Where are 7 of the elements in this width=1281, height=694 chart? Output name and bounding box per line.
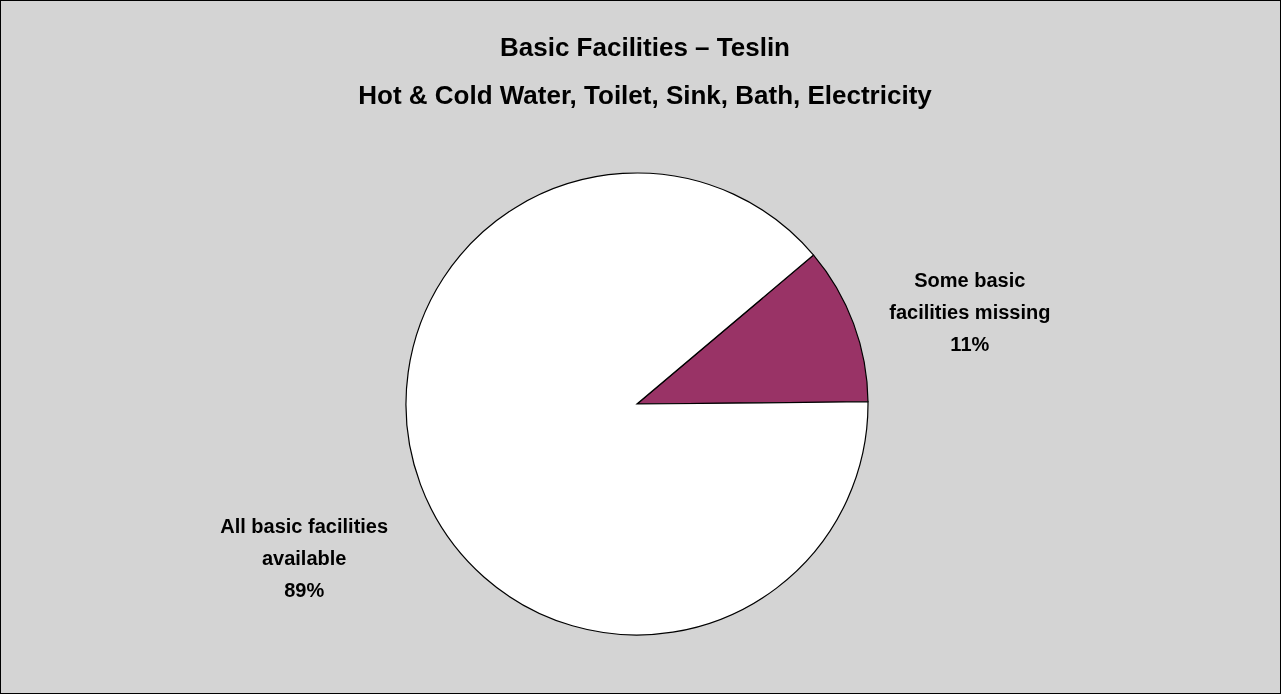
- data-label: 89%: [284, 579, 325, 602]
- pie-slice: [405, 172, 869, 636]
- chart-title: Basic Facilities – Teslin: [500, 32, 790, 62]
- slice-label: All basic facilities available: [220, 515, 389, 570]
- slice-label: Some basic facilities missing: [889, 268, 1051, 323]
- chart-subtitle: Hot & Cold Water, Toilet, Sink, Bath, Electricity: [358, 80, 933, 110]
- data-label: 11%: [950, 332, 990, 355]
